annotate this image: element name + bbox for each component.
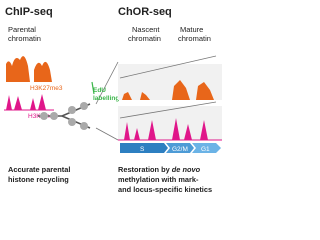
phase-label: S [140, 146, 145, 153]
caption-part: Restoration by [118, 165, 172, 174]
peak-track [6, 56, 52, 82]
phase-label: G2/M [172, 146, 188, 153]
right-caption: Restoration by de novo [118, 165, 201, 174]
nascent-label: chromatin [128, 34, 161, 43]
nascent-label: Nascent [132, 25, 160, 34]
phase-label: G1 [201, 146, 210, 153]
cell-cycle-bar [120, 143, 221, 153]
mature-label: Mature [180, 25, 203, 34]
left-title: ChIP-seq [5, 6, 53, 18]
mature-label: chromatin [178, 34, 211, 43]
right-tracks [118, 55, 222, 141]
left-caption: histone recycling [8, 175, 69, 184]
edu-label: EdU [93, 87, 106, 94]
replication-fork [38, 61, 119, 141]
right-caption: methylation with mark- [118, 175, 199, 184]
parental-label: Parental [8, 25, 36, 34]
parental-label: chromatin [8, 34, 41, 43]
mark1-label: H3K27me3 [30, 85, 63, 92]
right-caption: and locus-specific kinetics [118, 185, 212, 194]
caption-part: de novo [172, 165, 201, 174]
graphical-abstract: ChIP-seq ChOR-seq Parental chromatin Nas… [4, 6, 222, 194]
edu-label: labelling [93, 95, 119, 102]
right-title: ChOR-seq [118, 6, 172, 18]
peak-track [6, 94, 46, 110]
left-caption: Accurate parental [8, 165, 70, 174]
